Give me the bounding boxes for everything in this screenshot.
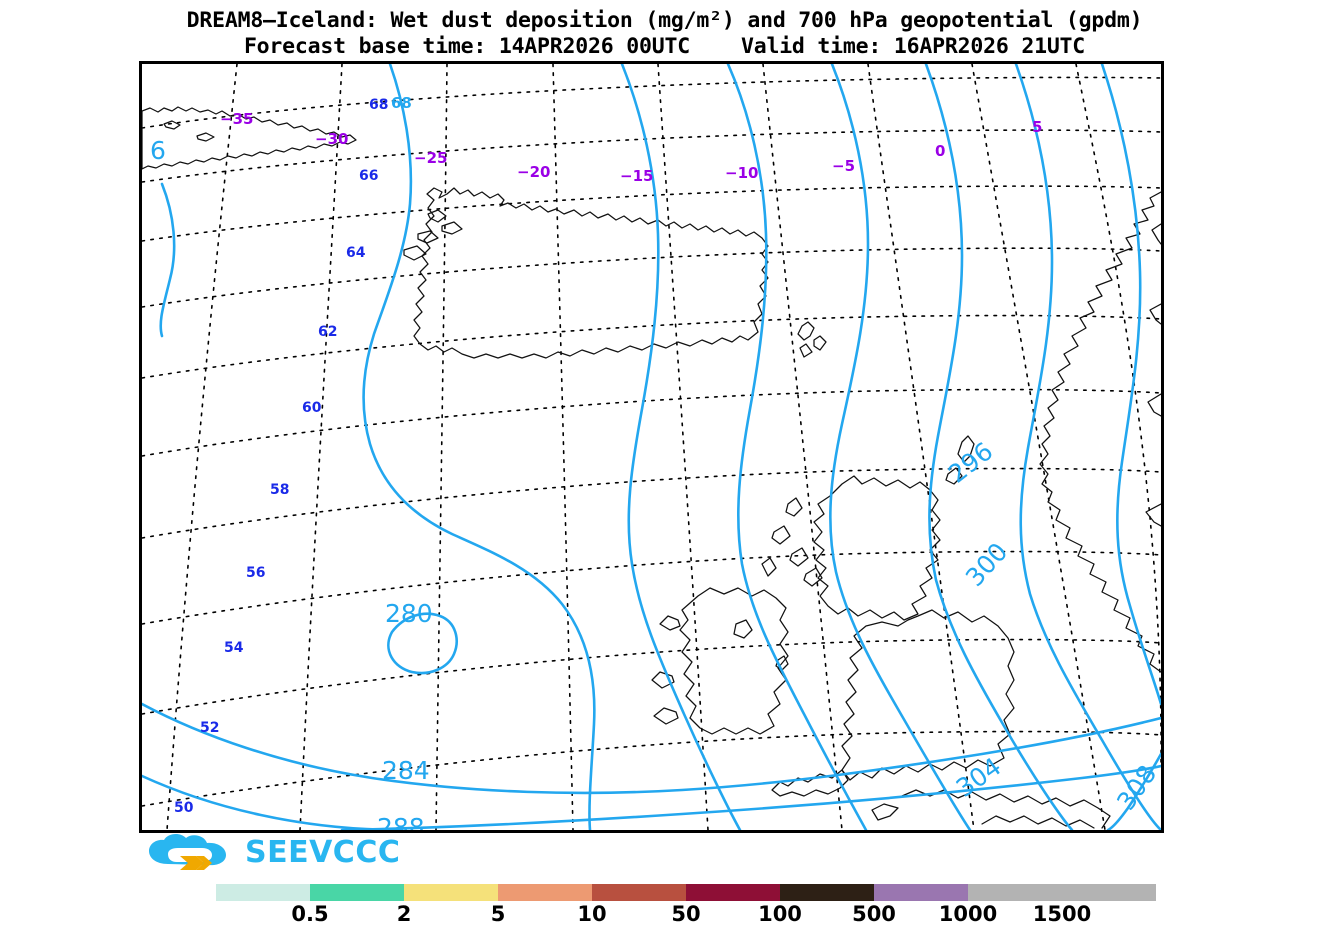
lat-label-56: 56 (246, 565, 265, 581)
colorbar-segment-9 (1062, 884, 1156, 901)
coastline-shetland (957, 435, 975, 463)
colorbar-tick-100: 100 (758, 902, 802, 926)
graticule-meridians (166, 64, 1161, 830)
contour-label-284: 284 (382, 756, 430, 785)
map-plot-area: 68 66 64 62 60 58 56 54 52 50 −35 −30 −2… (139, 61, 1164, 833)
lat-label-60: 60 (302, 400, 322, 416)
colorbar-segment-0 (216, 884, 310, 901)
colorbar-segment-5 (686, 884, 780, 901)
contour-label-68-top: 68 (391, 94, 412, 112)
lat-label-62: 62 (318, 324, 337, 340)
title-line-2: Forecast base time: 14APR2026 00UTC Vali… (243, 34, 1086, 60)
lon-label-m5: −5 (832, 157, 855, 175)
coastline-norway (1039, 191, 1161, 673)
title-line-1: DREAM8—Iceland: Wet dust deposition (mg/… (186, 8, 1143, 33)
lat-label-66: 66 (359, 168, 378, 184)
colorbar-tick-labels: 0.5 2 5 10 50 100 500 1000 1500 (216, 902, 1156, 926)
lon-label-m25: −25 (414, 149, 447, 167)
colorbar-segment-3 (498, 884, 592, 901)
lon-label-m15: −15 (620, 167, 653, 185)
geopotential-contours (142, 64, 1161, 830)
coastlines (142, 106, 1161, 829)
colorbar-segment-6 (780, 884, 874, 901)
colorbar-segment-4 (592, 884, 686, 901)
coastline-faroe (797, 321, 815, 341)
contour-276 (159, 182, 176, 338)
contour-label-296: 296 (943, 436, 998, 488)
colorbar-tick-50: 50 (671, 902, 701, 926)
colorbar-tick-0.5: 0.5 (291, 902, 329, 926)
contour-292 (620, 64, 742, 830)
contour-label-280: 280 (385, 599, 433, 628)
colorbar-tick-10: 10 (577, 902, 607, 926)
logo-text: SEEVCCC (245, 835, 401, 870)
lon-label-m35: −35 (220, 110, 253, 128)
lon-label-0: 0 (935, 142, 945, 160)
contour-280 (387, 612, 458, 675)
colorbar-segment-7 (874, 884, 968, 901)
coastline-spain (981, 815, 1095, 829)
contour-296 (829, 64, 972, 830)
lat-label-58: 58 (270, 482, 289, 498)
chart-title-block: DREAM8—Iceland: Wet dust deposition (mg/… (0, 8, 1329, 60)
coastline-iceland (413, 187, 769, 359)
lat-label-50: 50 (174, 800, 194, 816)
coastline-england (841, 609, 1015, 781)
colorbar-tick-1000: 1000 (938, 902, 998, 926)
coastline-scotland (813, 475, 941, 621)
coastline-greenland (142, 106, 357, 170)
colorbar-segment-8 (968, 884, 1062, 901)
contour-308 (1100, 64, 1161, 706)
contour-label-276: 6 (150, 136, 166, 165)
contour-304 (1014, 64, 1161, 830)
graticule-parallels (142, 76, 1161, 807)
lat-label-54: 54 (224, 640, 244, 656)
colorbar-legend: 0.5 2 5 10 50 100 500 1000 1500 (0, 884, 1329, 926)
map-canvas: 68 66 64 62 60 58 56 54 52 50 −35 −30 −2… (142, 64, 1161, 830)
contour-label-300: 300 (960, 537, 1013, 592)
lon-label-m10: −10 (725, 164, 758, 182)
contour-label-288: 288 (377, 813, 425, 830)
latitude-labels: 68 66 64 62 60 58 56 54 52 50 (174, 97, 388, 816)
colorbar-strip (216, 884, 1156, 901)
lon-label-5: 5 (1032, 118, 1042, 136)
contour-left-main (362, 64, 596, 830)
coastline-france (901, 789, 1111, 829)
lon-label-m20: −20 (517, 163, 550, 181)
contour-284 (142, 702, 1161, 795)
lon-label-m30: −30 (315, 130, 348, 148)
contour-mid (726, 64, 868, 830)
contour-300 (924, 64, 1074, 830)
colorbar-segment-1 (310, 884, 404, 901)
colorbar-segment-2 (404, 884, 498, 901)
colorbar-tick-2: 2 (396, 902, 412, 926)
cloud-icon (149, 834, 226, 870)
coastline-ireland (679, 587, 789, 735)
longitude-labels: −35 −30 −25 −20 −15 −10 −5 0 5 (220, 110, 1042, 185)
lat-label-64: 64 (346, 245, 366, 261)
lat-label-68: 68 (369, 97, 388, 113)
colorbar-tick-500: 500 (852, 902, 896, 926)
colorbar-tick-5: 5 (490, 902, 506, 926)
lat-label-52: 52 (200, 720, 219, 736)
colorbar-tick-1500: 1500 (1032, 902, 1092, 926)
seevccc-logo: SEEVCCC (146, 834, 400, 872)
